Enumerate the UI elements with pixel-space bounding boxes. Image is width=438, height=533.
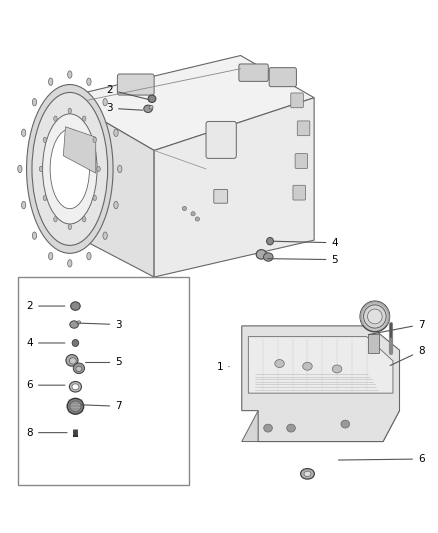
Ellipse shape [70,401,81,411]
Bar [18,277,189,486]
Text: 2: 2 [106,85,149,100]
Text: 6: 6 [339,454,424,464]
Ellipse shape [300,469,314,479]
Text: 2: 2 [26,301,65,311]
Text: 1: 1 [217,362,229,372]
Ellipse shape [43,137,46,142]
Ellipse shape [18,165,22,173]
Ellipse shape [72,340,79,346]
FancyBboxPatch shape [206,122,236,158]
Polygon shape [242,410,399,441]
Ellipse shape [367,309,382,324]
Ellipse shape [27,85,113,253]
Ellipse shape [82,116,86,121]
Text: 8: 8 [390,346,424,366]
Text: 7: 7 [369,319,424,335]
Ellipse shape [67,260,72,267]
Ellipse shape [32,232,37,239]
FancyBboxPatch shape [291,93,304,108]
Ellipse shape [69,382,81,392]
Ellipse shape [87,253,91,260]
Ellipse shape [49,78,53,85]
FancyBboxPatch shape [293,185,305,200]
Ellipse shape [82,216,86,222]
Ellipse shape [70,321,78,328]
Ellipse shape [76,366,82,372]
Ellipse shape [364,305,386,328]
Ellipse shape [67,71,72,78]
FancyBboxPatch shape [295,154,307,168]
Ellipse shape [66,354,78,366]
Text: 4: 4 [26,338,65,348]
Ellipse shape [32,99,37,106]
Ellipse shape [264,253,273,261]
Ellipse shape [182,206,187,211]
FancyBboxPatch shape [214,190,228,203]
Ellipse shape [267,238,273,245]
Ellipse shape [103,232,107,239]
Ellipse shape [287,424,295,432]
Ellipse shape [93,196,96,200]
FancyBboxPatch shape [269,68,297,87]
Ellipse shape [304,471,311,477]
FancyBboxPatch shape [117,74,154,95]
Ellipse shape [54,116,57,121]
Ellipse shape [191,212,195,216]
Ellipse shape [72,384,79,390]
Ellipse shape [21,129,26,136]
Ellipse shape [264,424,272,432]
Ellipse shape [32,92,108,245]
Ellipse shape [68,224,71,230]
Ellipse shape [87,78,91,85]
Ellipse shape [303,362,312,370]
Ellipse shape [149,106,153,109]
Ellipse shape [21,201,26,209]
Text: 4: 4 [274,238,338,248]
Ellipse shape [42,114,97,224]
Ellipse shape [39,166,43,172]
Polygon shape [64,55,314,150]
Ellipse shape [114,201,118,209]
Ellipse shape [93,137,96,142]
Ellipse shape [148,95,156,102]
Ellipse shape [275,360,284,368]
Polygon shape [242,326,399,441]
Ellipse shape [43,196,46,200]
Ellipse shape [73,363,85,374]
Ellipse shape [77,321,81,324]
Ellipse shape [69,358,76,364]
Text: 7: 7 [81,401,122,411]
Ellipse shape [332,365,342,373]
Polygon shape [64,98,154,277]
Ellipse shape [117,165,122,173]
Text: 5: 5 [85,358,122,367]
Ellipse shape [67,398,84,414]
Ellipse shape [360,301,389,332]
Text: 5: 5 [267,255,338,265]
Ellipse shape [341,420,350,428]
Ellipse shape [256,249,267,259]
Text: 3: 3 [77,319,122,329]
Text: 8: 8 [26,427,67,438]
Polygon shape [64,127,96,173]
Ellipse shape [114,129,118,136]
Ellipse shape [54,216,57,222]
Ellipse shape [50,129,89,209]
Ellipse shape [71,302,80,310]
FancyBboxPatch shape [239,64,268,82]
Polygon shape [154,98,314,277]
Polygon shape [248,337,393,393]
Ellipse shape [97,166,100,172]
Text: 6: 6 [26,380,65,390]
Ellipse shape [68,108,71,114]
Polygon shape [368,334,379,353]
FancyBboxPatch shape [297,121,310,136]
Ellipse shape [103,99,107,106]
Ellipse shape [144,105,152,112]
Text: 3: 3 [106,103,143,114]
Ellipse shape [49,253,53,260]
Ellipse shape [195,217,200,221]
